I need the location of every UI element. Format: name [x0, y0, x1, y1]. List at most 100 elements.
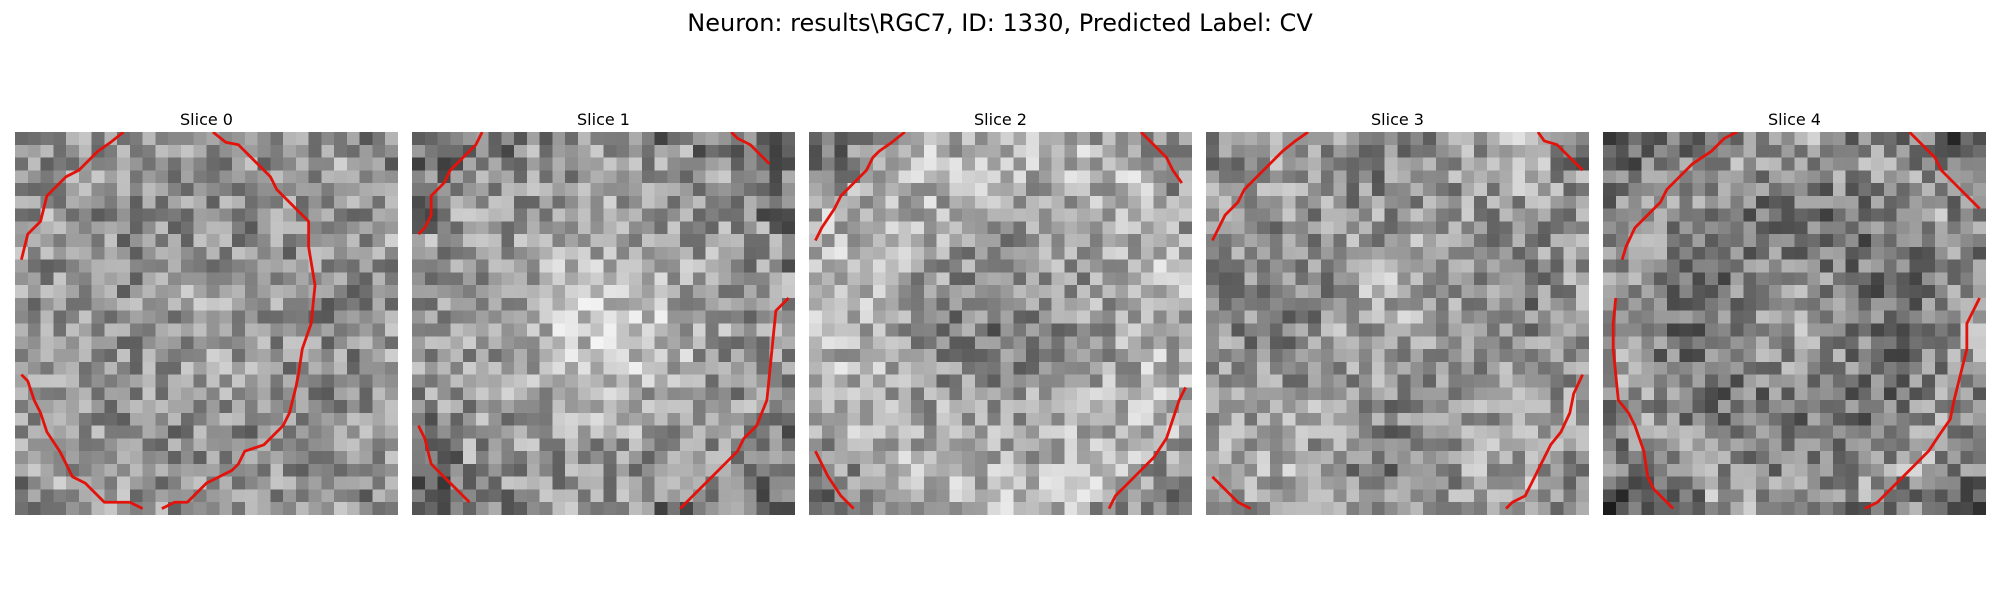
pixel: [680, 195, 694, 209]
pixel: [1947, 259, 1961, 273]
pixel: [1832, 259, 1846, 273]
pixel: [769, 132, 783, 146]
pixel: [603, 374, 617, 388]
pixel: [117, 246, 131, 260]
pixel: [872, 438, 886, 452]
pixel: [1435, 336, 1449, 350]
pixel: [1705, 157, 1719, 171]
pixel: [590, 208, 604, 222]
pixel: [232, 272, 246, 286]
pixel: [1423, 476, 1437, 490]
pixel: [1666, 361, 1680, 375]
pixel: [1077, 336, 1091, 350]
pixel: [1960, 412, 1974, 426]
pixel: [450, 132, 464, 146]
pixel: [1845, 361, 1859, 375]
pixel: [847, 349, 861, 363]
slice-panel-3: Slice 3: [1206, 110, 1589, 515]
pixel: [1692, 132, 1706, 146]
pixel: [731, 272, 745, 286]
pixel: [1346, 349, 1360, 363]
pixel: [1615, 285, 1629, 299]
pixel: [1077, 234, 1091, 248]
pixel: [731, 463, 745, 477]
pixel: [193, 170, 207, 184]
pixel: [809, 387, 823, 401]
pixel: [1832, 221, 1846, 235]
pixel: [1743, 157, 1757, 171]
pixel: [1537, 157, 1551, 171]
pixel: [1064, 476, 1078, 490]
pixel: [731, 349, 745, 363]
pixel: [1153, 476, 1167, 490]
pixel: [1179, 502, 1192, 515]
pixel: [1871, 195, 1885, 209]
pixel: [1550, 221, 1564, 235]
pixel: [129, 336, 143, 350]
pixel: [1166, 323, 1180, 337]
pixel: [1973, 451, 1986, 465]
pixel: [334, 285, 348, 299]
pixel: [104, 451, 118, 465]
pixel: [1410, 157, 1424, 171]
pixel: [1768, 208, 1782, 222]
pixel: [78, 374, 92, 388]
pixel: [437, 400, 451, 414]
pixel: [78, 489, 92, 503]
pixel: [334, 361, 348, 375]
pixel: [1654, 502, 1668, 515]
pixel: [1499, 463, 1513, 477]
pixel: [1537, 234, 1551, 248]
pixel: [885, 246, 899, 260]
pixel: [1384, 183, 1398, 197]
pixel: [1807, 336, 1821, 350]
pixel: [936, 285, 950, 299]
pixel: [782, 502, 795, 515]
pixel: [1781, 297, 1795, 311]
pixel: [1730, 246, 1744, 260]
pixel: [1013, 438, 1027, 452]
pixel: [295, 183, 309, 197]
slice-panel-4: Slice 4: [1603, 110, 1986, 515]
pixel: [475, 234, 489, 248]
pixel: [885, 157, 899, 171]
pixel: [923, 425, 937, 439]
pixel: [488, 297, 502, 311]
pixel: [1359, 132, 1373, 146]
pixel: [1512, 400, 1526, 414]
pixel: [526, 336, 540, 350]
pixel: [1666, 336, 1680, 350]
pixel: [1628, 132, 1642, 146]
pixel: [1282, 349, 1296, 363]
pixel: [1768, 438, 1782, 452]
pixel: [743, 208, 757, 222]
pixel: [346, 144, 360, 158]
pixel: [1666, 463, 1680, 477]
pixel: [577, 349, 591, 363]
pixel: [142, 310, 156, 324]
pixel: [756, 170, 770, 184]
pixel: [1537, 297, 1551, 311]
pixel: [629, 144, 643, 158]
pixel: [66, 336, 80, 350]
pixel: [1435, 412, 1449, 426]
pixel: [1794, 246, 1808, 260]
pixel: [295, 157, 309, 171]
pixel: [359, 374, 373, 388]
pixel: [1064, 387, 1078, 401]
pixel: [1499, 170, 1513, 184]
pixel: [809, 195, 823, 209]
pixel: [501, 170, 515, 184]
pixel: [552, 208, 566, 222]
pixel: [66, 349, 80, 363]
pixel: [1384, 323, 1398, 337]
pixel: [1666, 246, 1680, 260]
pixel: [1461, 157, 1475, 171]
pixel: [936, 489, 950, 503]
pixel: [283, 361, 297, 375]
pixel: [475, 195, 489, 209]
pixel: [782, 438, 795, 452]
pixel: [743, 374, 757, 388]
pixel: [142, 221, 156, 235]
pixel: [667, 310, 681, 324]
